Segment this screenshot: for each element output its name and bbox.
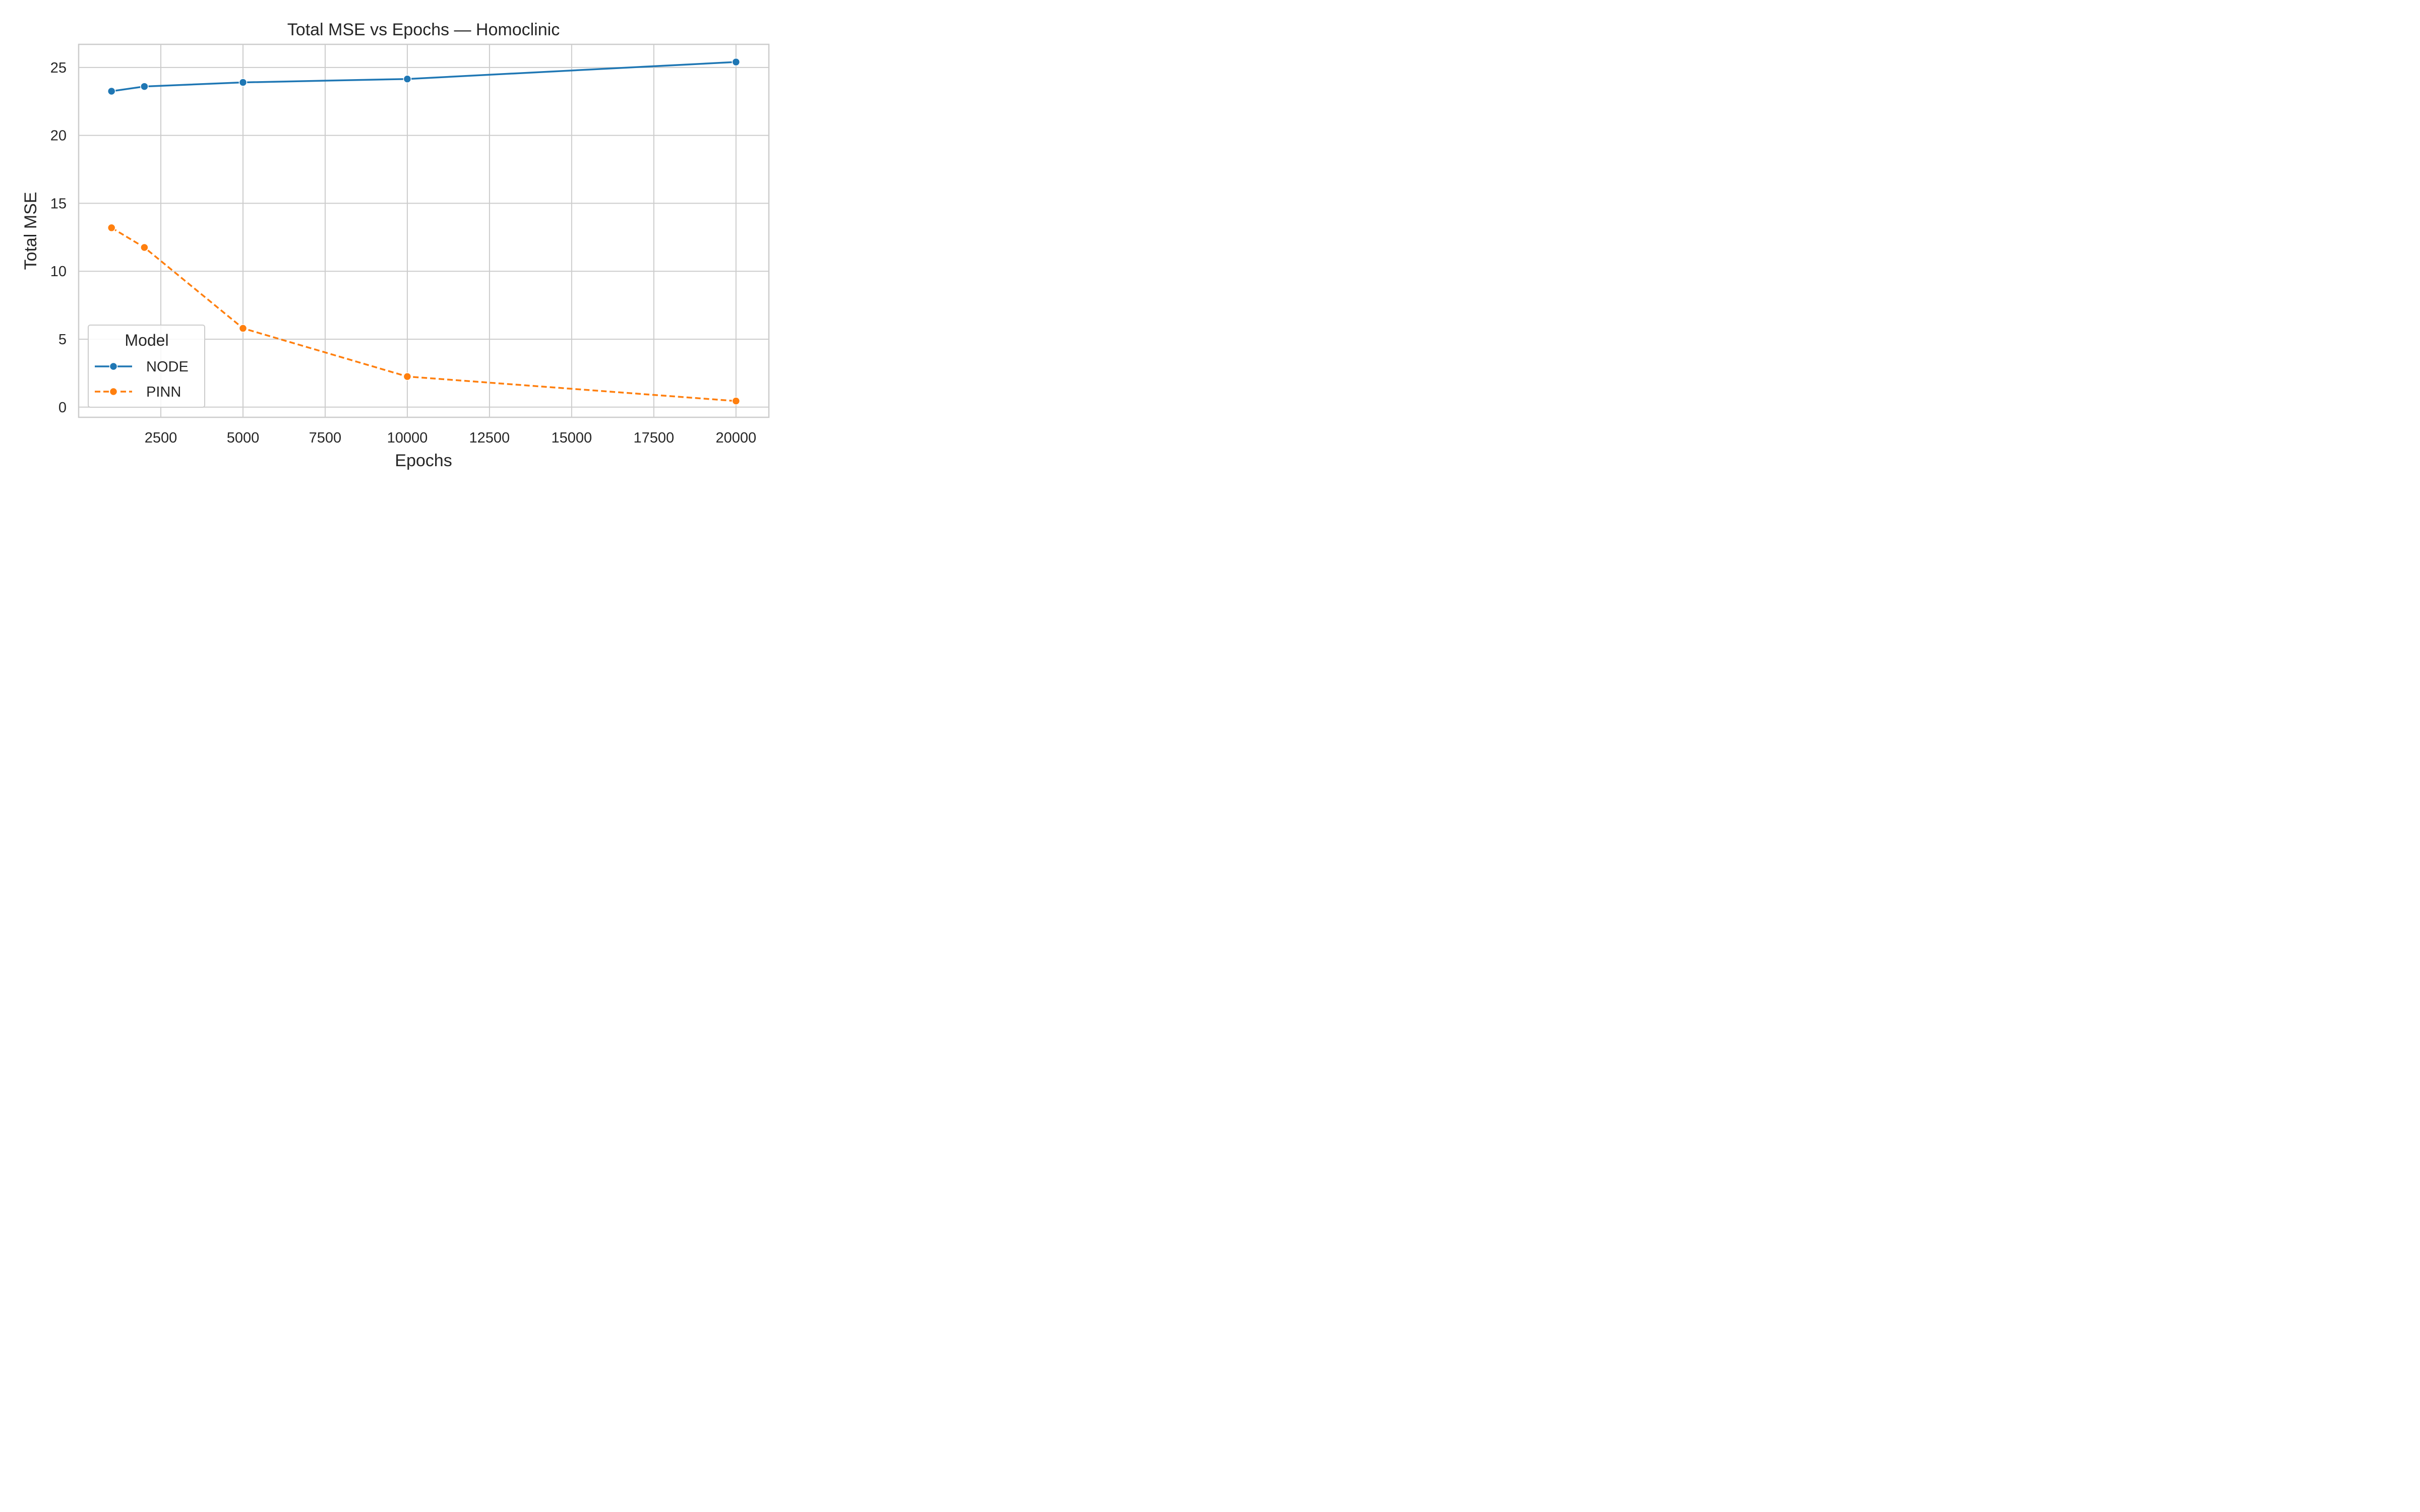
data-point: [732, 397, 741, 405]
y-tick-label: 20: [50, 128, 67, 144]
x-tick-label: 20000: [715, 430, 756, 446]
legend-item-node: NODE: [95, 359, 189, 375]
y-tick-label: 25: [50, 60, 67, 76]
data-point: [140, 243, 149, 252]
data-point: [732, 57, 741, 67]
x-tick-label: 2500: [145, 430, 177, 446]
legend-title: Model: [125, 331, 168, 349]
x-tick-label: 17500: [634, 430, 675, 446]
series-node: [107, 57, 741, 96]
y-axis-label: Total MSE: [21, 192, 40, 270]
x-tick-labels: 2500 5000 7500 10000 12500 15000 17500 20000: [145, 430, 756, 446]
y-tick-labels: 0 5 10 15 20 25: [50, 60, 67, 416]
x-tick-label: 15000: [552, 430, 592, 446]
data-point: [107, 87, 116, 96]
y-tick-label: 15: [50, 196, 67, 212]
data-point: [403, 75, 412, 83]
legend-item-pinn: PINN: [95, 384, 181, 400]
data-point: [140, 82, 149, 91]
y-tick-label: 10: [50, 264, 67, 280]
series-lines: [107, 57, 741, 405]
legend: Model NODE PINN: [88, 325, 205, 408]
legend-marker: [109, 387, 118, 396]
legend-marker: [109, 362, 118, 371]
chart-title: Total MSE vs Epochs — Homoclinic: [287, 20, 560, 39]
legend-label: PINN: [146, 384, 181, 400]
data-point: [107, 223, 116, 232]
x-tick-label: 10000: [387, 430, 428, 446]
line-chart: 2500 5000 7500 10000 12500 15000 17500 20000 0 5…: [21, 20, 770, 470]
legend-label: NODE: [146, 359, 189, 375]
legend-box: [88, 325, 205, 408]
data-point: [403, 372, 412, 381]
plot-frame: [78, 43, 770, 418]
x-tick-label: 12500: [469, 430, 510, 446]
y-tick-label: 5: [58, 332, 67, 348]
data-point: [238, 324, 248, 333]
y-tick-label: 0: [58, 400, 67, 416]
x-axis-label: Epochs: [395, 451, 452, 470]
data-point: [238, 78, 248, 87]
series-pinn: [107, 223, 741, 405]
x-tick-label: 7500: [309, 430, 342, 446]
x-tick-label: 5000: [227, 430, 260, 446]
legend-items: NODE PINN: [95, 359, 189, 400]
